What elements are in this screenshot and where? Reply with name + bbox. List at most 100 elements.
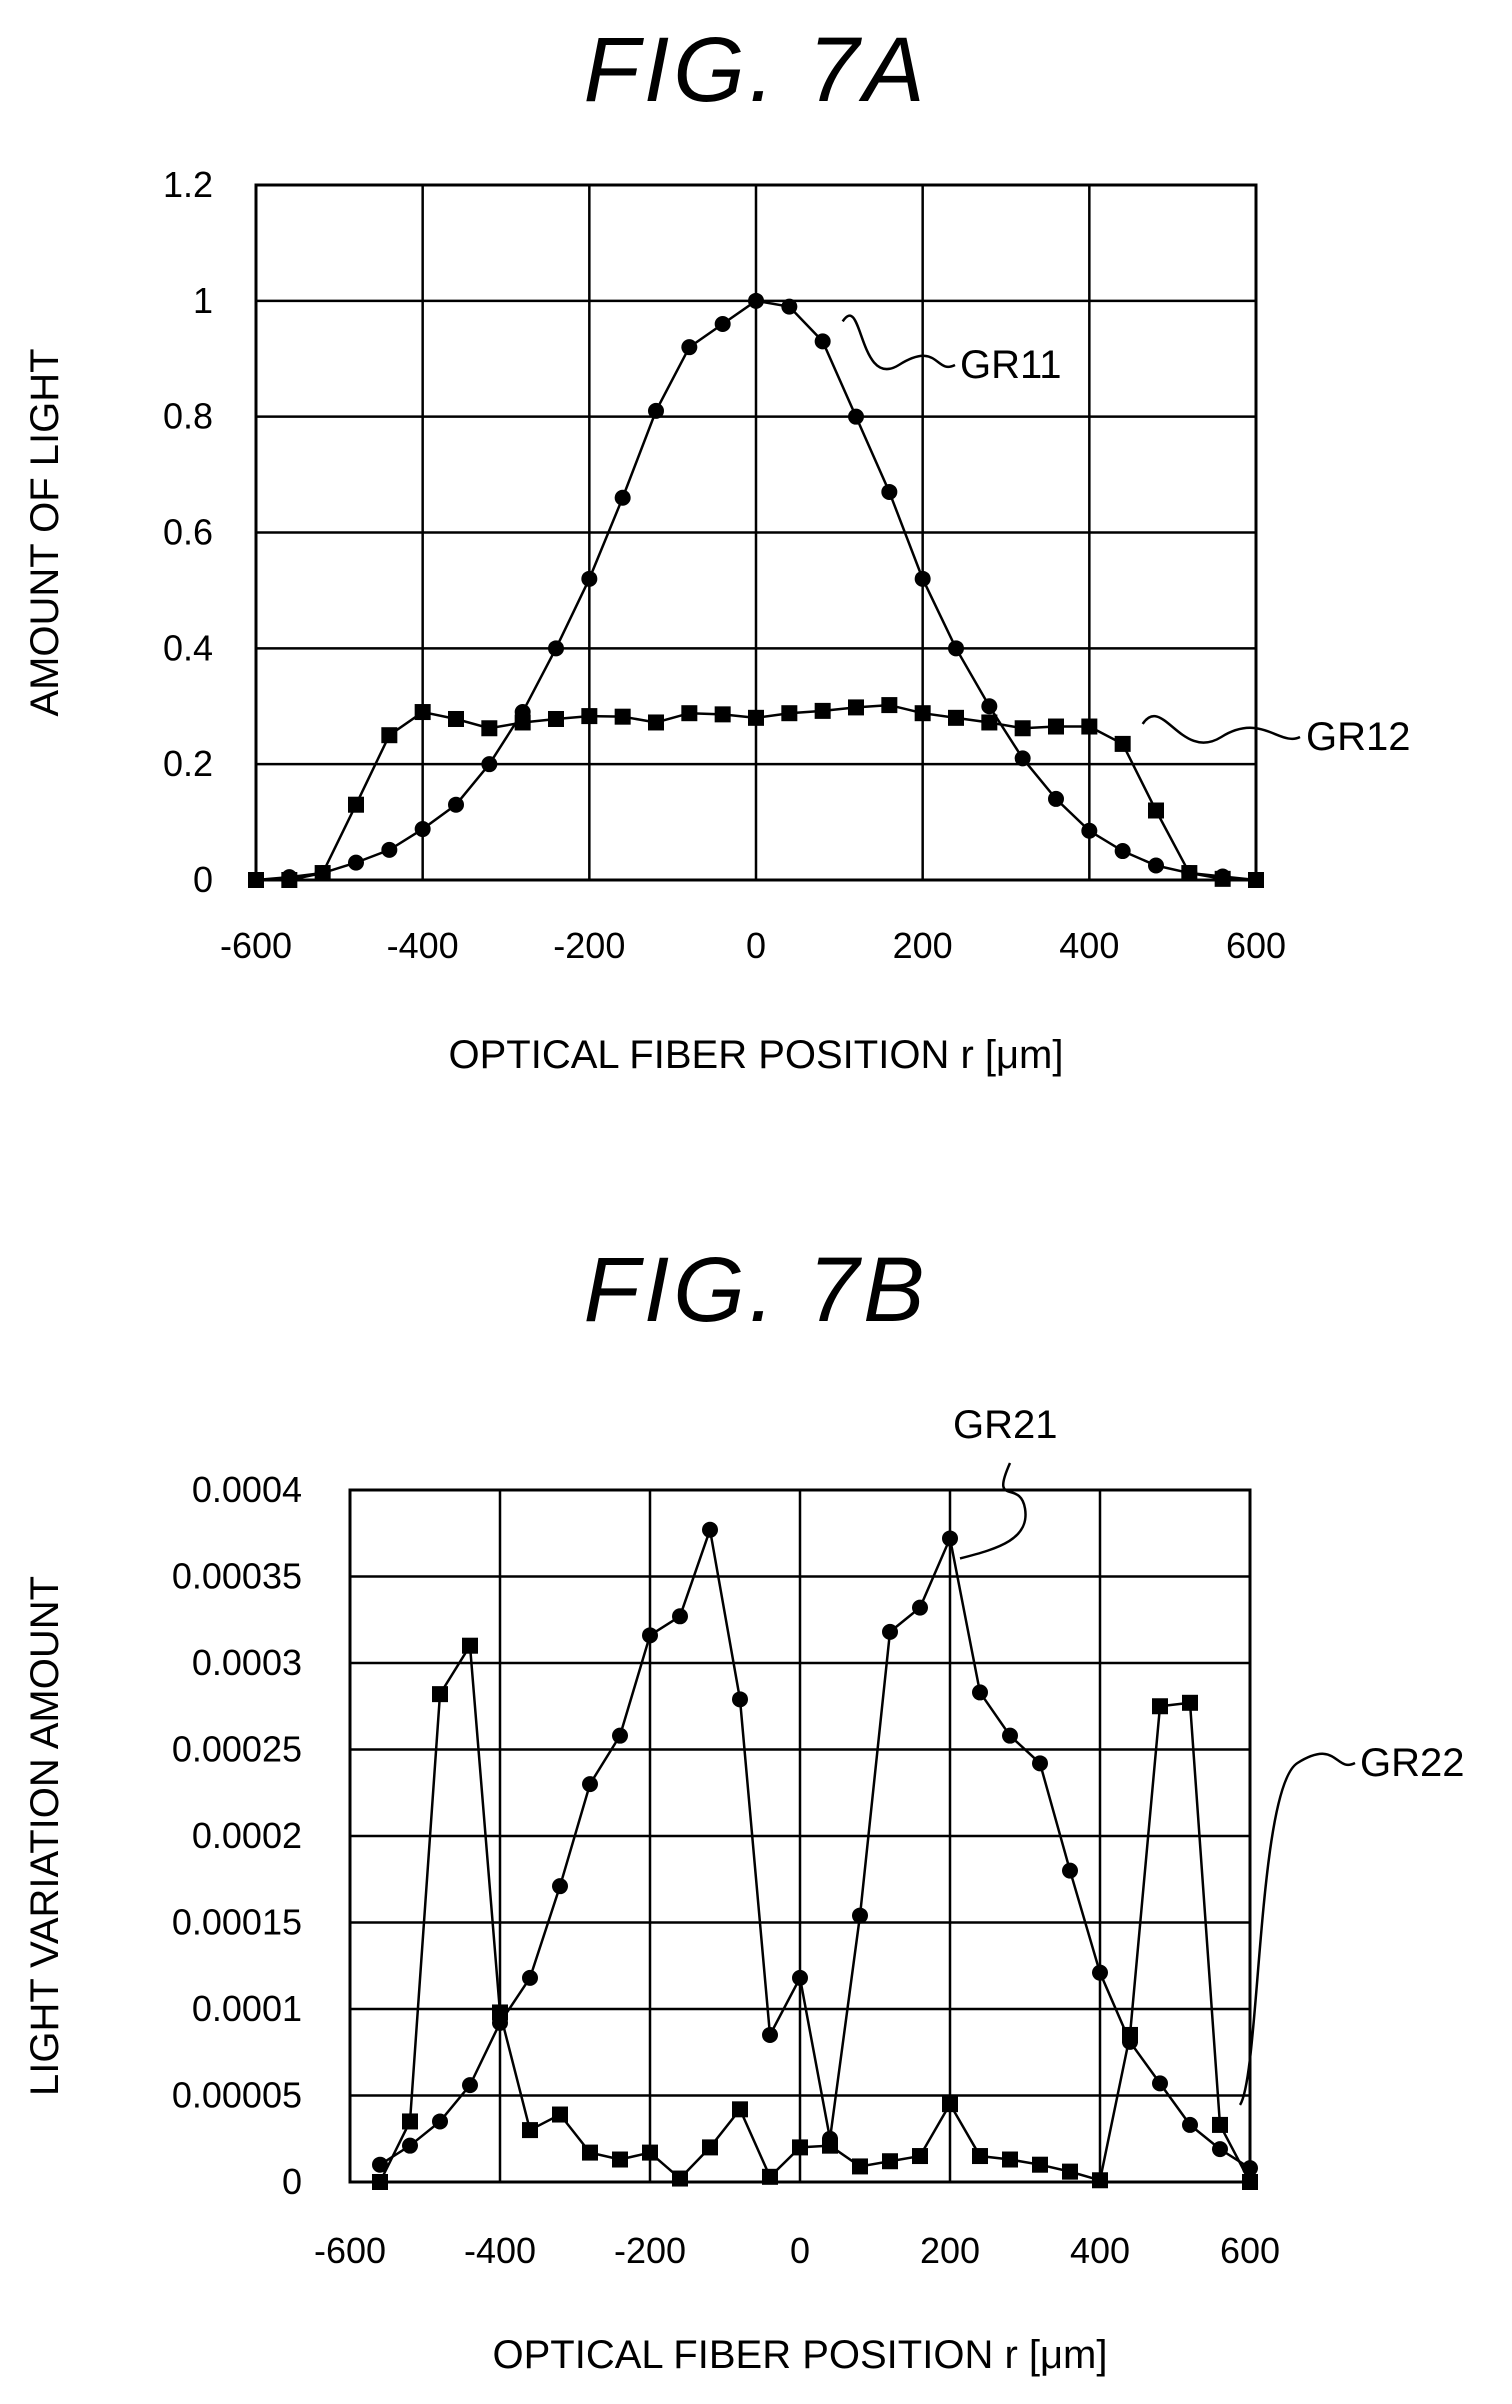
x-tick-label: -400 — [387, 925, 459, 966]
data-point-gr11 — [481, 756, 498, 773]
x-tick-label: 0 — [746, 925, 766, 966]
data-point-gr12 — [648, 714, 664, 731]
data-point-gr11 — [1148, 857, 1164, 874]
y-tick-label: 0.4 — [163, 627, 213, 668]
data-point-gr22 — [1152, 1698, 1168, 1715]
data-point-gr12 — [1048, 718, 1064, 735]
y-tick-label: 0 — [282, 2161, 302, 2202]
data-point-gr12 — [1081, 718, 1098, 735]
y-tick-label: 0.0004 — [192, 1469, 302, 1510]
data-point-gr21 — [642, 1627, 658, 1644]
y-tick-label: 0.0001 — [192, 1988, 302, 2029]
data-point-gr12 — [581, 708, 598, 725]
data-point-gr12 — [981, 714, 998, 731]
data-point-gr12 — [348, 796, 364, 813]
data-point-gr11 — [981, 698, 998, 715]
data-point-gr21 — [402, 2137, 418, 2154]
series-label-gr12: GR12 — [1306, 715, 1411, 759]
figure-7a-title: FIG. 7A — [583, 19, 929, 121]
data-point-gr21 — [762, 2026, 778, 2043]
data-point-gr21 — [432, 2113, 448, 2130]
data-point-gr22 — [912, 2148, 928, 2165]
data-point-gr21 — [1182, 2116, 1198, 2133]
data-point-gr12 — [1114, 735, 1131, 752]
data-point-gr12 — [881, 697, 898, 714]
data-point-gr22 — [522, 2122, 538, 2139]
y-tick-label: 1.2 — [163, 164, 213, 205]
data-point-gr11 — [381, 841, 398, 858]
data-point-gr12 — [514, 714, 531, 731]
data-point-gr22 — [702, 2139, 718, 2156]
series-label-gr11: GR11 — [960, 343, 1062, 387]
data-point-gr21 — [1062, 1862, 1078, 1879]
x-tick-label: 400 — [1059, 925, 1119, 966]
data-point-gr22 — [582, 2144, 598, 2161]
data-point-gr12 — [448, 710, 464, 727]
data-point-gr21 — [882, 1623, 898, 1640]
data-point-gr12 — [548, 710, 564, 727]
data-point-gr21 — [672, 1608, 688, 1625]
x-tick-label: -600 — [314, 2230, 386, 2271]
data-point-gr21 — [732, 1691, 748, 1708]
data-point-gr22 — [402, 2113, 418, 2130]
data-point-gr11 — [348, 854, 364, 871]
data-point-gr21 — [852, 1907, 868, 1924]
y-tick-label: 0.6 — [163, 512, 213, 553]
data-point-gr21 — [912, 1599, 928, 1616]
data-point-gr21 — [582, 1776, 598, 1793]
data-point-gr22 — [762, 2168, 778, 2185]
plot-frame — [348, 1488, 1252, 2184]
data-point-gr22 — [732, 2101, 748, 2118]
series-line-gr22 — [378, 1641, 1252, 2183]
data-point-gr21 — [1152, 2075, 1168, 2092]
data-point-gr11 — [1081, 822, 1098, 839]
data-point-gr11 — [748, 292, 764, 309]
data-point-gr12 — [948, 709, 964, 726]
data-point-gr12 — [414, 704, 431, 721]
figure-7b-title: FIG. 7B — [583, 1239, 929, 1341]
y-tick-label: 0 — [193, 859, 213, 900]
y-tick-label: 0.00005 — [172, 2075, 302, 2116]
data-point-gr12 — [781, 705, 798, 722]
data-point-gr12 — [714, 706, 731, 723]
data-point-gr22 — [1092, 2172, 1108, 2189]
data-point-gr22 — [792, 2139, 808, 2156]
data-point-gr21 — [1212, 2141, 1228, 2158]
y-axis-label: LIGHT VARIATION AMOUNT — [23, 1576, 67, 2096]
data-point-gr22 — [1032, 2156, 1048, 2173]
data-point-gr22 — [492, 2004, 508, 2021]
series-leader-gr21 — [959, 1462, 1027, 1560]
data-point-gr11 — [814, 333, 831, 350]
data-point-gr12 — [1248, 872, 1264, 888]
data-point-gr12 — [614, 708, 631, 725]
data-point-gr12 — [1014, 720, 1031, 737]
data-point-gr21 — [942, 1530, 958, 1547]
data-point-gr22 — [852, 2158, 868, 2175]
data-point-gr11 — [781, 298, 798, 315]
data-point-gr12 — [381, 727, 398, 744]
chart-7a: 0 0.2 0.4 0.6 0.8 1 1.2 -600 -400 -200 0 200 400 600 O… — [23, 164, 1411, 1077]
series-label-gr22: GR22 — [1360, 1741, 1465, 1785]
data-point-gr22 — [612, 2151, 628, 2168]
data-point-gr12 — [248, 872, 264, 888]
data-point-gr22 — [1242, 2174, 1258, 2190]
data-point-gr11 — [648, 402, 664, 419]
data-point-gr11 — [548, 640, 564, 657]
x-tick-label: 200 — [893, 925, 953, 966]
series-leader-gr12 — [1141, 715, 1301, 744]
data-point-gr12 — [681, 705, 698, 722]
y-tick-label: 0.0003 — [192, 1642, 302, 1683]
data-point-gr22 — [432, 1686, 448, 1703]
data-point-gr11 — [714, 316, 731, 332]
y-tick-label: 0.2 — [163, 743, 213, 784]
data-point-gr21 — [1002, 1727, 1018, 1744]
data-point-gr22 — [942, 2096, 958, 2113]
data-point-gr11 — [914, 570, 931, 587]
data-point-gr11 — [848, 408, 864, 425]
data-point-gr22 — [1212, 2116, 1228, 2133]
data-point-gr21 — [1032, 1755, 1048, 1772]
data-point-gr22 — [642, 2144, 658, 2161]
data-point-gr12 — [1181, 865, 1198, 882]
y-axis-label: AMOUNT OF LIGHT — [23, 348, 67, 716]
x-tick-label: 600 — [1220, 2230, 1280, 2271]
